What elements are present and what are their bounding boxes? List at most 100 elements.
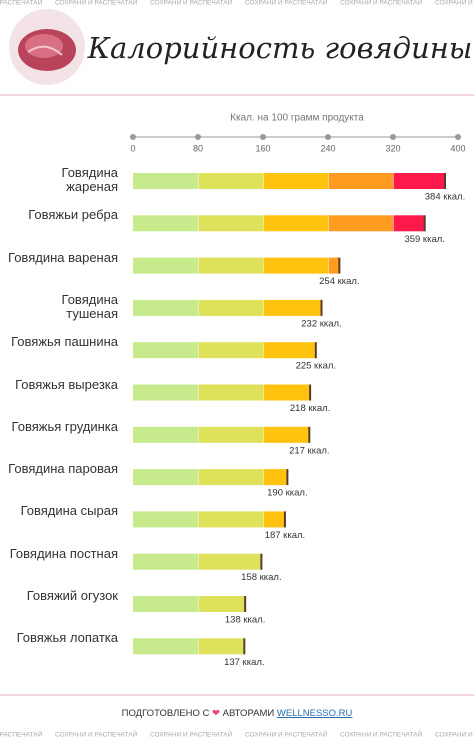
bar-segment — [133, 299, 198, 316]
bar-segment — [263, 511, 285, 528]
watermark: СОХРАНИ И РАСПЕЧАТАЙ — [340, 730, 423, 739]
bar-segment — [133, 553, 198, 570]
value-label: 384 ккал. — [425, 192, 465, 203]
chart-title: Калорийность говядины — [87, 31, 473, 65]
category-label: Говядина тушеная — [61, 291, 118, 321]
tick-mark — [455, 134, 461, 140]
bar-segment — [133, 384, 198, 401]
header-image — [9, 9, 85, 85]
bar — [133, 596, 247, 612]
bar-segment — [263, 173, 328, 189]
value-label: 232 ккал. — [301, 318, 341, 329]
value-label: 137 ккал. — [224, 657, 264, 668]
watermark: СОХРАНИ И РАСПЕЧАТАЙ — [245, 0, 328, 7]
value-label: 225 ккал. — [296, 361, 336, 372]
category-label: Говядина жареная — [61, 165, 118, 194]
bar-segment — [133, 173, 198, 189]
value-label: 158 ккал. — [241, 572, 281, 583]
bar-segment — [198, 426, 263, 443]
bar-segment — [198, 638, 245, 655]
category-label: Говядина сырая — [20, 503, 118, 519]
x-tick-label: 320 — [385, 143, 400, 153]
value-label: 138 ккал. — [225, 615, 265, 626]
bar-segment — [133, 426, 198, 443]
bar — [133, 215, 426, 232]
bar-segment — [263, 215, 328, 232]
axis-title: Ккал. на 100 грамм продукта — [230, 113, 364, 124]
watermark: СОХРАНИ И РАСПЕЧАТАЙ — [55, 730, 138, 739]
value-label: 217 ккал. — [289, 445, 329, 456]
bar — [133, 257, 341, 274]
footer: ПОДГОТОВЛЕНО С ❤ АВТОРАМИ WELLNESSO.RU — [0, 708, 474, 719]
category-label: Говяжий огузок — [26, 588, 118, 603]
bar-segment — [263, 384, 311, 401]
bar — [133, 511, 286, 528]
bar-segment — [133, 257, 198, 274]
watermark: СОХРАНИ И РАСПЕЧАТАЙ — [245, 730, 328, 739]
bar-segment — [133, 469, 198, 486]
bar-segment — [133, 342, 198, 359]
bar-segment — [198, 173, 263, 189]
bar-segment — [133, 215, 198, 232]
bar-segment — [198, 257, 263, 274]
bar-segment — [263, 257, 328, 274]
bar — [133, 638, 246, 655]
bar-segment — [198, 469, 263, 486]
category-label: Говяжья лопатка — [16, 630, 118, 646]
x-tick-label: 240 — [320, 143, 335, 153]
bar — [133, 342, 317, 359]
bar — [133, 553, 263, 570]
tick-mark — [390, 134, 396, 140]
category-label: Говяжья пашнина — [11, 334, 118, 350]
bar-segment — [263, 299, 322, 316]
bar-segment — [263, 342, 316, 359]
bar-segment — [198, 511, 263, 528]
watermark: СОХРАНИ И РАСПЕЧАТАЙ — [340, 0, 423, 7]
category-label: Говядина вареная — [8, 249, 118, 265]
bar-segment — [133, 638, 198, 655]
x-tick-label: 160 — [255, 143, 270, 153]
watermark: СОХРАНИ И РАСПЕЧАТАЙ — [435, 730, 474, 739]
tick-mark — [325, 134, 331, 140]
bar-segment — [198, 342, 263, 359]
watermark: СОХРАНИ И РАСПЕЧАТАЙ — [435, 0, 474, 7]
x-tick-label: 400 — [450, 143, 465, 153]
value-label: 190 ккал. — [267, 488, 307, 499]
category-label: Говяжьи ребра — [28, 207, 118, 223]
heart-icon: ❤ — [212, 708, 220, 719]
bar-segment — [198, 299, 263, 316]
category-label: Говяжья грудинка — [11, 418, 118, 434]
watermark: СОХРАНИ И РАСПЕЧАТАЙ — [0, 730, 43, 739]
tick-mark — [260, 134, 266, 140]
x-tick-label: 0 — [130, 143, 135, 153]
bar-segment — [198, 553, 262, 570]
bar-segment — [263, 426, 310, 443]
category-label: Говяжья вырезка — [15, 376, 118, 392]
watermark: СОХРАНИ И РАСПЕЧАТАЙ — [0, 0, 43, 7]
tick-mark — [130, 134, 136, 140]
bar — [133, 469, 289, 486]
site-link[interactable]: WELLNESSO.RU — [276, 708, 353, 719]
bar-segment — [198, 215, 263, 232]
bar — [133, 173, 446, 189]
value-label: 218 ккал. — [290, 403, 330, 414]
bar-segment — [133, 511, 198, 528]
bar-segment — [198, 596, 246, 612]
footer-text: ПОДГОТОВЛЕНО С — [121, 708, 210, 719]
bar-segment — [328, 173, 393, 189]
bar-segment — [328, 257, 340, 274]
bar-segment — [198, 384, 263, 401]
value-label: 359 ккал. — [404, 234, 444, 245]
value-label: 187 ккал. — [265, 530, 305, 541]
bar-segment — [393, 215, 425, 232]
bar — [133, 299, 323, 316]
category-label: Говядина постная — [9, 545, 118, 561]
watermark: СОХРАНИ И РАСПЕЧАТАЙ — [55, 0, 138, 7]
bar — [133, 426, 311, 443]
category-label: Говядина паровая — [8, 461, 118, 477]
footer-text: АВТОРАМИ — [222, 708, 275, 719]
bar-segment — [133, 596, 198, 612]
watermark: СОХРАНИ И РАСПЕЧАТАЙ — [150, 0, 233, 7]
value-label: 254 ккал. — [319, 276, 359, 287]
